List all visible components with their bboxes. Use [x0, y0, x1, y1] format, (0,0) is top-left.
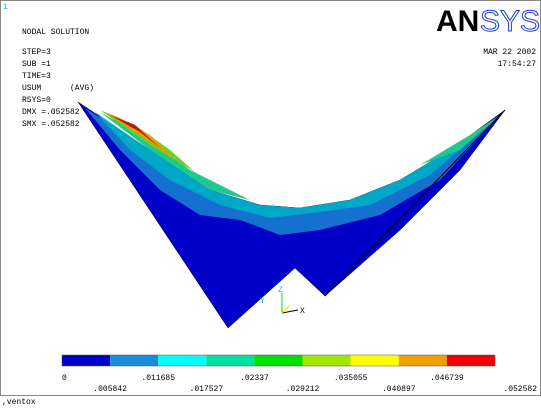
legend-label: .046739 — [430, 374, 464, 383]
command-line: ,ventox — [2, 398, 36, 407]
legend-label: .017527 — [190, 385, 224, 394]
legend-label: .02337 — [240, 374, 269, 383]
plot-title: NODAL SOLUTION — [22, 28, 89, 37]
info-line: DMX =.052582 — [22, 108, 80, 117]
graphics-frame — [1, 1, 541, 396]
info-line: SMX =.052582 — [22, 120, 80, 129]
legend-label: .040897 — [382, 385, 416, 394]
legend-swatch — [447, 355, 495, 366]
info-line: STEP=3 — [22, 48, 51, 57]
ansys-window: 1 NODAL SOLUTION STEP=3 SUB =1 TIME=3 USUM … — [0, 0, 541, 409]
legend-label: .029212 — [286, 385, 320, 394]
info-line: RSYS=0 — [22, 96, 51, 105]
date: MAR 22 2002 — [483, 48, 536, 57]
logo-light: SYS — [480, 5, 540, 38]
color-legend — [62, 355, 495, 366]
info-line: SUB =1 — [22, 60, 51, 69]
legend-swatch — [158, 355, 206, 366]
legend-label: 0 — [62, 374, 67, 383]
info-line: TIME=3 — [22, 72, 51, 81]
legend-swatch — [351, 355, 399, 366]
legend-label: .035055 — [334, 374, 368, 383]
legend-swatch — [206, 355, 254, 366]
legend-swatch — [254, 355, 302, 366]
legend-swatch — [110, 355, 158, 366]
legend-label: .052582 — [503, 385, 537, 394]
time: 17:54:27 — [498, 60, 537, 69]
logo-bold: AN — [436, 5, 479, 38]
legend-label: .005842 — [93, 385, 127, 394]
axis-x: X — [300, 307, 305, 316]
window-number: 1 — [3, 3, 8, 12]
legend-swatch — [303, 355, 351, 366]
axis-y: Y — [260, 297, 265, 306]
legend-swatch — [399, 355, 447, 366]
axis-z: Z — [278, 286, 283, 295]
legend-label: .011685 — [141, 374, 175, 383]
legend-swatch — [62, 355, 110, 366]
info-line: USUM (AVG) — [22, 84, 94, 93]
